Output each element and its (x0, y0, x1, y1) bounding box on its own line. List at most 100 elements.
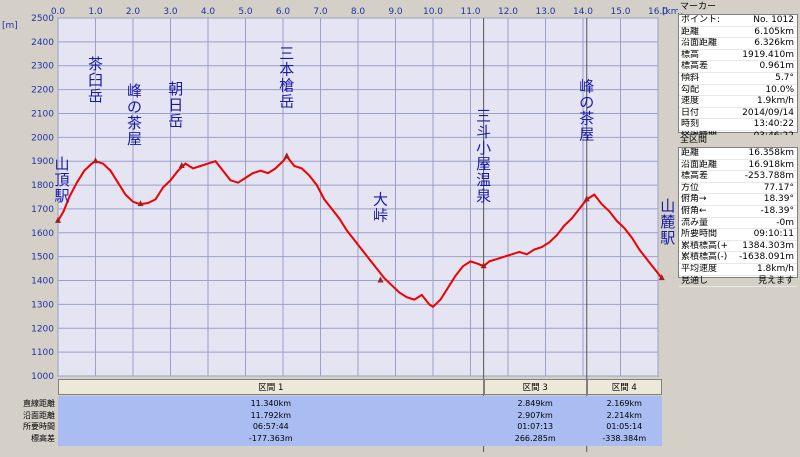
panel-value: -0m (776, 217, 794, 228)
point-marker (55, 216, 61, 223)
panel-row: 時刻 13:40:22 (679, 119, 797, 131)
panel-key: 所要時間 (681, 229, 718, 240)
panel-value: -18.39° (760, 205, 794, 216)
panel-value: 6.326km (754, 38, 794, 49)
panel-row: 沿面距離 16.918km (679, 160, 797, 172)
panel-key: ポイント: (681, 15, 721, 25)
x-unit-label: [km] (662, 7, 683, 17)
section-table: 直線距離 沿面距離 所要時間 標高差 区間 1 11.340km 11.792km 06:57… (0, 378, 662, 454)
y-tick-label: 2300 (31, 62, 54, 72)
section-header[interactable]: 区間 4 (586, 379, 662, 395)
panel-value: 0.961m (759, 61, 794, 72)
panel-value: 1384.303m (742, 240, 794, 251)
x-tick-label: 0.0 (51, 7, 66, 17)
x-tick-label: 11.0 (460, 7, 480, 17)
panel-key: 累積標高(+) (681, 240, 729, 251)
place-label: 三本槍岳 (279, 44, 294, 110)
y-tick-label: 1800 (31, 181, 54, 191)
y-tick-label: 2400 (31, 38, 54, 48)
place-label: 三斗小屋温泉 (476, 107, 491, 205)
x-tick-label: 1.0 (88, 7, 103, 17)
panel-key: 時刻 (681, 119, 700, 130)
panel-value: 10.0% (765, 84, 794, 95)
point-marker (283, 152, 290, 159)
panel-row: 流み量 -0m (679, 218, 797, 230)
point-marker (137, 200, 144, 207)
section-value: 2.907km (483, 409, 587, 421)
panel-row: 平均速度 1.8km/h (679, 264, 797, 276)
section-row-label: 標高差 (31, 433, 55, 443)
section-value: 11.792km (58, 409, 484, 421)
panel-row: 見通し 見えます (679, 276, 797, 288)
panel-row: 累積標高(-) -1638.091m (679, 252, 797, 264)
panel-value: 1.9km/h (756, 96, 794, 107)
y-tick-label: 1000 (31, 372, 54, 382)
panel-value: 見えます (757, 275, 794, 286)
panel-key: 流み量 (681, 217, 709, 228)
section-value: 01:07:13 (483, 421, 587, 433)
place-label: 朝日岳 (168, 80, 183, 130)
y-tick-label: 2100 (31, 109, 54, 119)
point-marker (583, 195, 590, 202)
panel-key: 沿面距離 (681, 38, 718, 49)
panel-row: 所要時間 09:10:11 (679, 229, 797, 241)
marker-panel-title: マーカー (678, 2, 798, 13)
panel-row: 日付 2014/09/14 (679, 108, 797, 120)
x-tick-label: 3.0 (163, 7, 178, 17)
panel-value: 13:40:22 (753, 119, 794, 130)
x-tick-label: 13.0 (535, 7, 555, 17)
panel-value: 16.918km (748, 159, 794, 170)
panel-key: 俯角→ (681, 194, 707, 205)
y-tick-label: 1300 (31, 300, 54, 310)
y-tick-labels: 1000 1100 1200 1300 1400 1500 1600 1700 1800 1900… (31, 14, 54, 382)
y-tick-label: 2000 (31, 133, 54, 143)
panel-value: 18.39° (763, 194, 794, 205)
section-header[interactable]: 区間 3 (483, 379, 587, 395)
point-marker (377, 276, 384, 283)
panel-value: 77.17° (763, 182, 794, 193)
x-tick-labels: 0.0 1.0 2.0 3.0 4.0 5.0 6.0 7.0 8.0 9.0 10.0 11.0 12… (51, 7, 668, 17)
panel-row: 累積標高(+) 1384.303m (679, 241, 797, 253)
section-header[interactable]: 区間 1 (58, 379, 484, 395)
point-marker (178, 161, 185, 168)
section-value: 11.340km (58, 398, 484, 410)
panel-key: 標高 (681, 49, 700, 60)
panel-value: 09:10:11 (753, 229, 794, 240)
x-tick-label: 5.0 (238, 7, 253, 17)
place-label: 山頂駅 (54, 155, 69, 205)
x-tick-label: 2.0 (126, 7, 141, 17)
section-row-label: 直線距離 (23, 399, 55, 408)
point-marker (92, 157, 99, 164)
panel-row: 速度 1.9km/h (679, 96, 797, 108)
panel-row: 沿面距離 6.326km (679, 38, 797, 50)
place-label: 峰の茶屋 (579, 77, 594, 143)
panel-key: 累積標高(-) (681, 252, 728, 263)
panel-key: 平均速度 (681, 263, 718, 274)
section-value: 2.169km (586, 398, 662, 410)
panel-key: 沿面距離 (681, 159, 718, 170)
panel-value: 5.7° (775, 72, 794, 83)
y-tick-label: 2500 (31, 14, 54, 24)
section-row-label: 所要時間 (23, 422, 55, 431)
panel-row: 距離 16.358km (679, 148, 797, 160)
panel-row: 俯角← -18.39° (679, 206, 797, 218)
panel-row: ポイント: No. 1012 (679, 15, 797, 27)
y-tick-label: 1900 (31, 157, 54, 167)
panel-key: 速度 (681, 96, 700, 107)
section-value: 01:05:14 (586, 421, 662, 433)
section-value: 06:57:44 (58, 421, 484, 433)
total-panel-title: 全区間 (678, 135, 798, 146)
panel-row: 距離 6.105km (679, 27, 797, 39)
section-value: 2.214km (586, 409, 662, 421)
panel-value: 2014/09/14 (742, 107, 794, 118)
panel-value: 1919.410m (742, 49, 794, 60)
panel-key: 距離 (681, 148, 700, 158)
x-tick-label: 12.0 (498, 7, 518, 17)
panel-row: 標高差 0.961m (679, 61, 797, 73)
marker-panel: ポイント: No. 1012 距離 6.105km 沿面距離 6.326km 標高 1919.… (678, 14, 798, 143)
y-tick-label: 1200 (31, 324, 54, 334)
panel-value: -1638.091m (739, 252, 794, 263)
x-tick-label: 9.0 (388, 7, 403, 17)
y-tick-label: 1500 (31, 253, 54, 263)
